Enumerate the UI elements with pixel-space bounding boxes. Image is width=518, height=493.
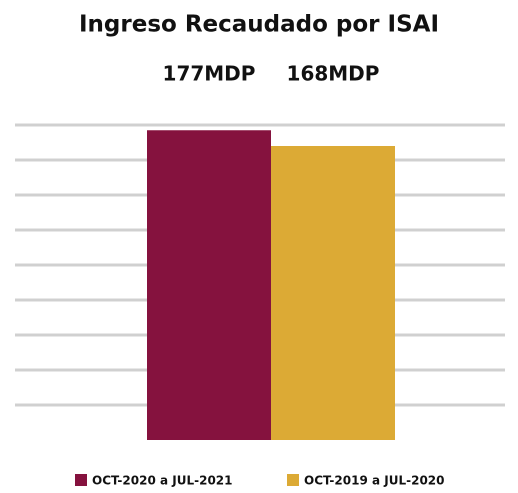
- value-label: 177MDP: [163, 62, 256, 86]
- chart-title: Ingreso Recaudado por ISAI: [79, 12, 439, 38]
- legend-swatch: [75, 474, 87, 486]
- legend-label: OCT-2020 a JUL-2021: [92, 474, 233, 488]
- bar: [271, 146, 395, 440]
- bar: [147, 130, 271, 440]
- legend-swatch: [287, 474, 299, 486]
- value-label: 168MDP: [287, 62, 380, 86]
- legend-label: OCT-2019 a JUL-2020: [304, 474, 445, 488]
